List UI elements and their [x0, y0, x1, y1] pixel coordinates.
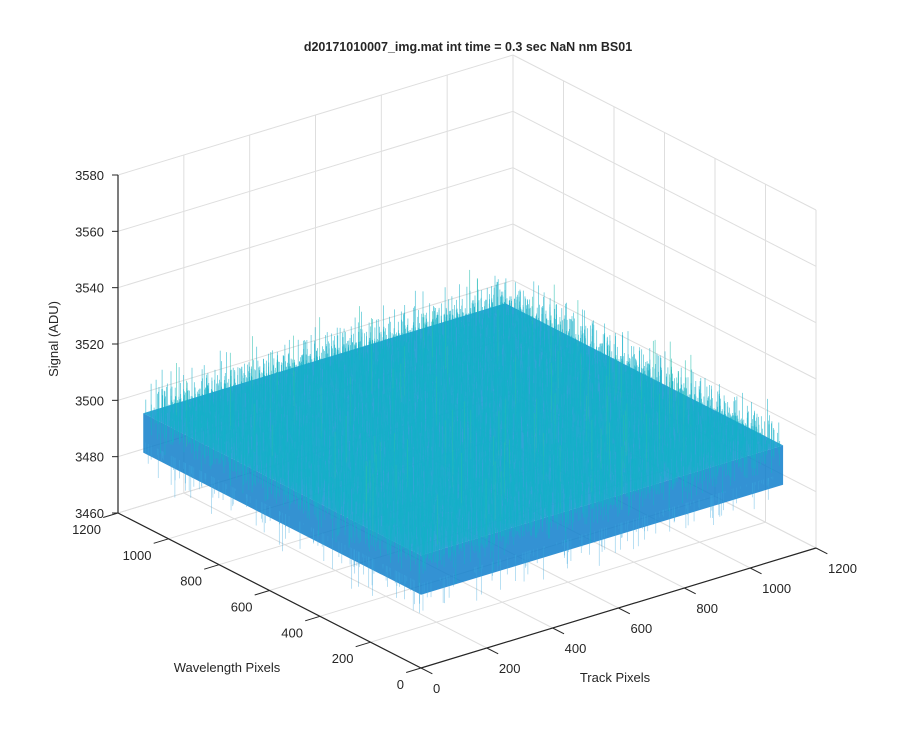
- grid-line-y-floor: [370, 521, 766, 643]
- surface-mesh: [143, 269, 784, 613]
